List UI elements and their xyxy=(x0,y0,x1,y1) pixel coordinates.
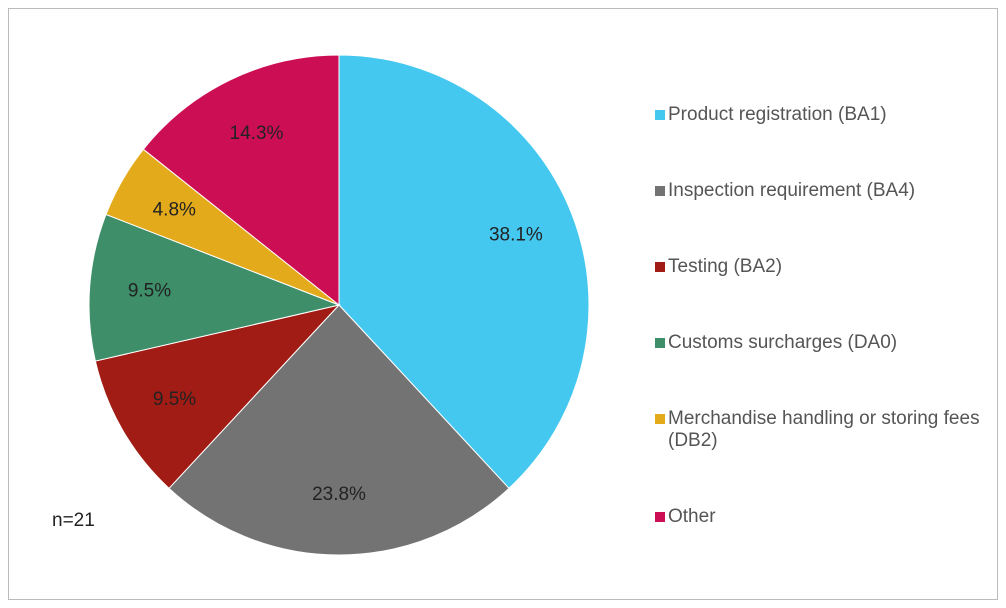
legend-label: Product registration (BA1) xyxy=(668,104,887,125)
data-label: 9.5% xyxy=(128,280,171,301)
pie-slice xyxy=(142,54,340,307)
legend-label: Other xyxy=(668,506,716,527)
data-label: 38.1% xyxy=(489,225,543,246)
pie-slice xyxy=(94,304,341,490)
legend-item: Testing (BA2) xyxy=(655,256,993,278)
data-label: 23.8% xyxy=(312,484,366,505)
data-label: 4.8% xyxy=(153,199,196,220)
annotation: n=21 xyxy=(52,510,95,531)
legend-swatch xyxy=(655,338,665,348)
legend-item: Product registration (BA1) xyxy=(655,104,993,126)
legend-label: Testing (BA2) xyxy=(668,256,783,277)
data-label: 9.5% xyxy=(153,389,196,410)
pie-slice xyxy=(168,304,510,556)
legend-swatch xyxy=(655,186,665,196)
legend-item: Other xyxy=(655,506,993,528)
legend-item: Customs surcharges (DA0) xyxy=(655,332,993,354)
legend-label: Inspection requirement (BA4) xyxy=(668,180,916,201)
data-label: 14.3% xyxy=(230,123,284,144)
legend-item: Merchandise handling or storing fees (DB… xyxy=(655,408,993,452)
frame xyxy=(8,8,998,600)
legend-swatch xyxy=(655,414,665,424)
pie-slice xyxy=(338,54,590,490)
legend: Product registration (BA1) Inspection req… xyxy=(655,104,993,528)
legend-swatch xyxy=(655,110,665,120)
legend-item: Inspection requirement (BA4) xyxy=(655,180,993,202)
legend-label: Customs surcharges (DA0) xyxy=(668,332,898,353)
pie-slice xyxy=(88,213,341,362)
legend-swatch xyxy=(655,262,665,272)
legend-label: Merchandise handling or storing fees (DB… xyxy=(668,408,980,451)
legend-swatch xyxy=(655,512,665,522)
